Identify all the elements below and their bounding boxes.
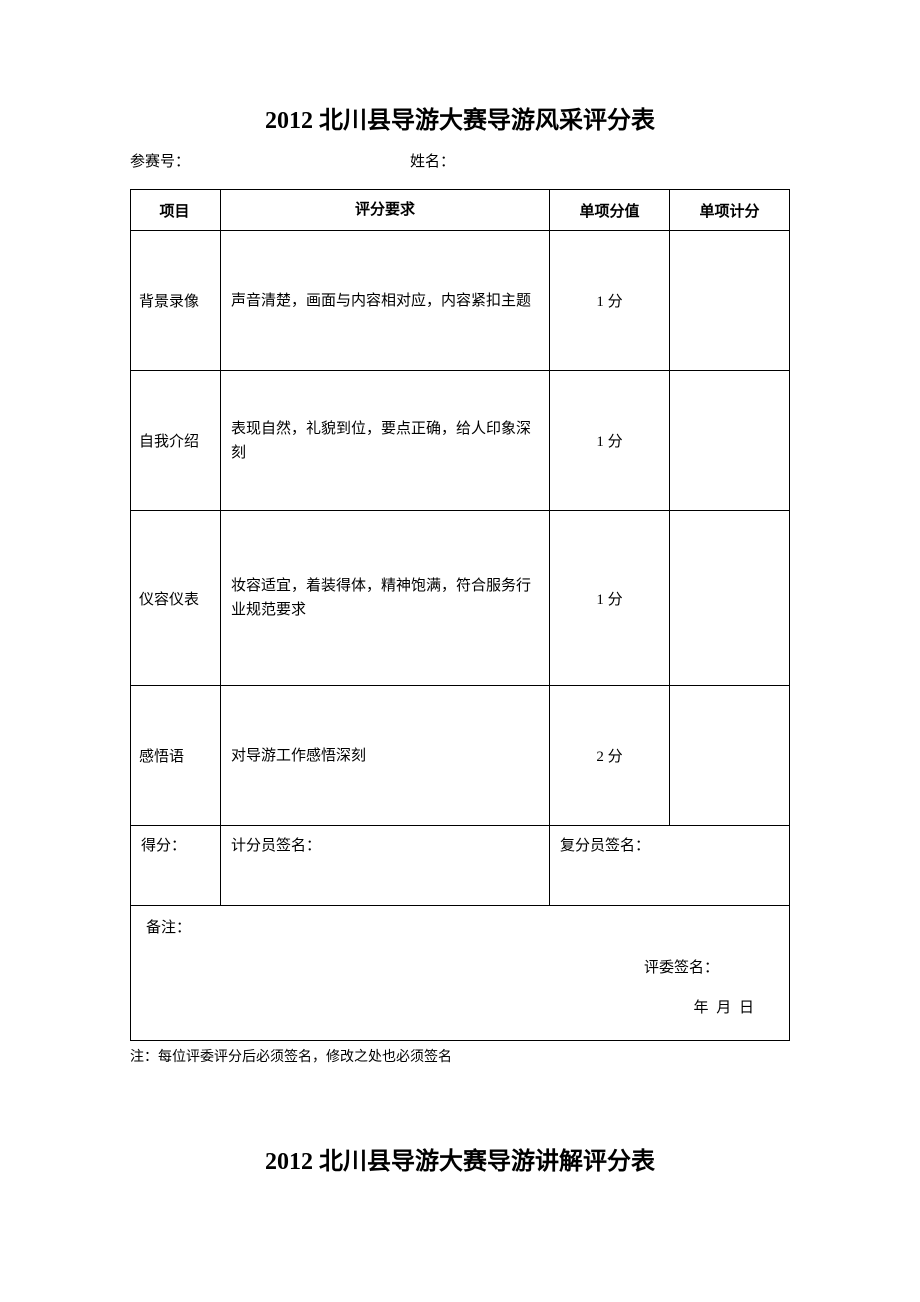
scoring-table: 项目 评分要求 单项分值 单项计分 背景录像 声音清楚，画面与内容相对应，内容紧… bbox=[130, 189, 790, 1041]
cell-unit-score: 1 分 bbox=[550, 231, 670, 371]
score-label-cell: 得分： bbox=[131, 826, 221, 906]
cell-item-score bbox=[670, 511, 790, 686]
contestant-no-field: 参赛号： bbox=[130, 150, 410, 171]
cell-item-score bbox=[670, 231, 790, 371]
date-line: 年 月 日 bbox=[693, 996, 756, 1017]
header-project: 项目 bbox=[131, 190, 221, 231]
header-requirement: 评分要求 bbox=[221, 190, 550, 231]
header-item-score: 单项计分 bbox=[670, 190, 790, 231]
remarks-label: 备注： bbox=[146, 920, 191, 936]
cell-requirement: 妆容适宜，着装得体，精神饱满，符合服务行业规范要求 bbox=[221, 511, 550, 686]
footer-note: 注：每位评委评分后必须签名，修改之处也必须签名 bbox=[130, 1046, 790, 1066]
header-unit-score: 单项分值 bbox=[550, 190, 670, 231]
contestant-no-label: 参赛号： bbox=[130, 150, 190, 171]
remarks-cell: 备注： 评委签名： 年 月 日 bbox=[131, 906, 790, 1041]
table-row: 感悟语 对导游工作感悟深刻 2 分 bbox=[131, 686, 790, 826]
cell-project: 仪容仪表 bbox=[131, 511, 221, 686]
cell-project: 背景录像 bbox=[131, 231, 221, 371]
judge-sign-label: 评委签名： bbox=[644, 956, 719, 977]
page-title-1: 2012 北川县导游大赛导游风采评分表 bbox=[130, 100, 790, 135]
table-row: 仪容仪表 妆容适宜，着装得体，精神饱满，符合服务行业规范要求 1 分 bbox=[131, 511, 790, 686]
cell-project: 自我介绍 bbox=[131, 371, 221, 511]
page-title-2: 2012 北川县导游大赛导游讲解评分表 bbox=[130, 1141, 790, 1176]
cell-unit-score: 1 分 bbox=[550, 371, 670, 511]
cell-unit-score: 1 分 bbox=[550, 511, 670, 686]
table-row: 背景录像 声音清楚，画面与内容相对应，内容紧扣主题 1 分 bbox=[131, 231, 790, 371]
cell-unit-score: 2 分 bbox=[550, 686, 670, 826]
cell-requirement: 对导游工作感悟深刻 bbox=[221, 686, 550, 826]
name-label: 姓名： bbox=[410, 150, 455, 171]
scorer-label-cell: 计分员签名： bbox=[221, 826, 550, 906]
table-row: 自我介绍 表现自然，礼貌到位，要点正确，给人印象深刻 1 分 bbox=[131, 371, 790, 511]
table-header-row: 项目 评分要求 单项分值 单项计分 bbox=[131, 190, 790, 231]
cell-item-score bbox=[670, 686, 790, 826]
reviewer-label-cell: 复分员签名： bbox=[550, 826, 790, 906]
name-field: 姓名： bbox=[410, 150, 455, 171]
header-info: 参赛号： 姓名： bbox=[130, 150, 790, 171]
cell-requirement: 表现自然，礼貌到位，要点正确，给人印象深刻 bbox=[221, 371, 550, 511]
cell-requirement: 声音清楚，画面与内容相对应，内容紧扣主题 bbox=[221, 231, 550, 371]
score-signature-row: 得分： 计分员签名： 复分员签名： bbox=[131, 826, 790, 906]
cell-project: 感悟语 bbox=[131, 686, 221, 826]
cell-item-score bbox=[670, 371, 790, 511]
remarks-row: 备注： 评委签名： 年 月 日 bbox=[131, 906, 790, 1041]
